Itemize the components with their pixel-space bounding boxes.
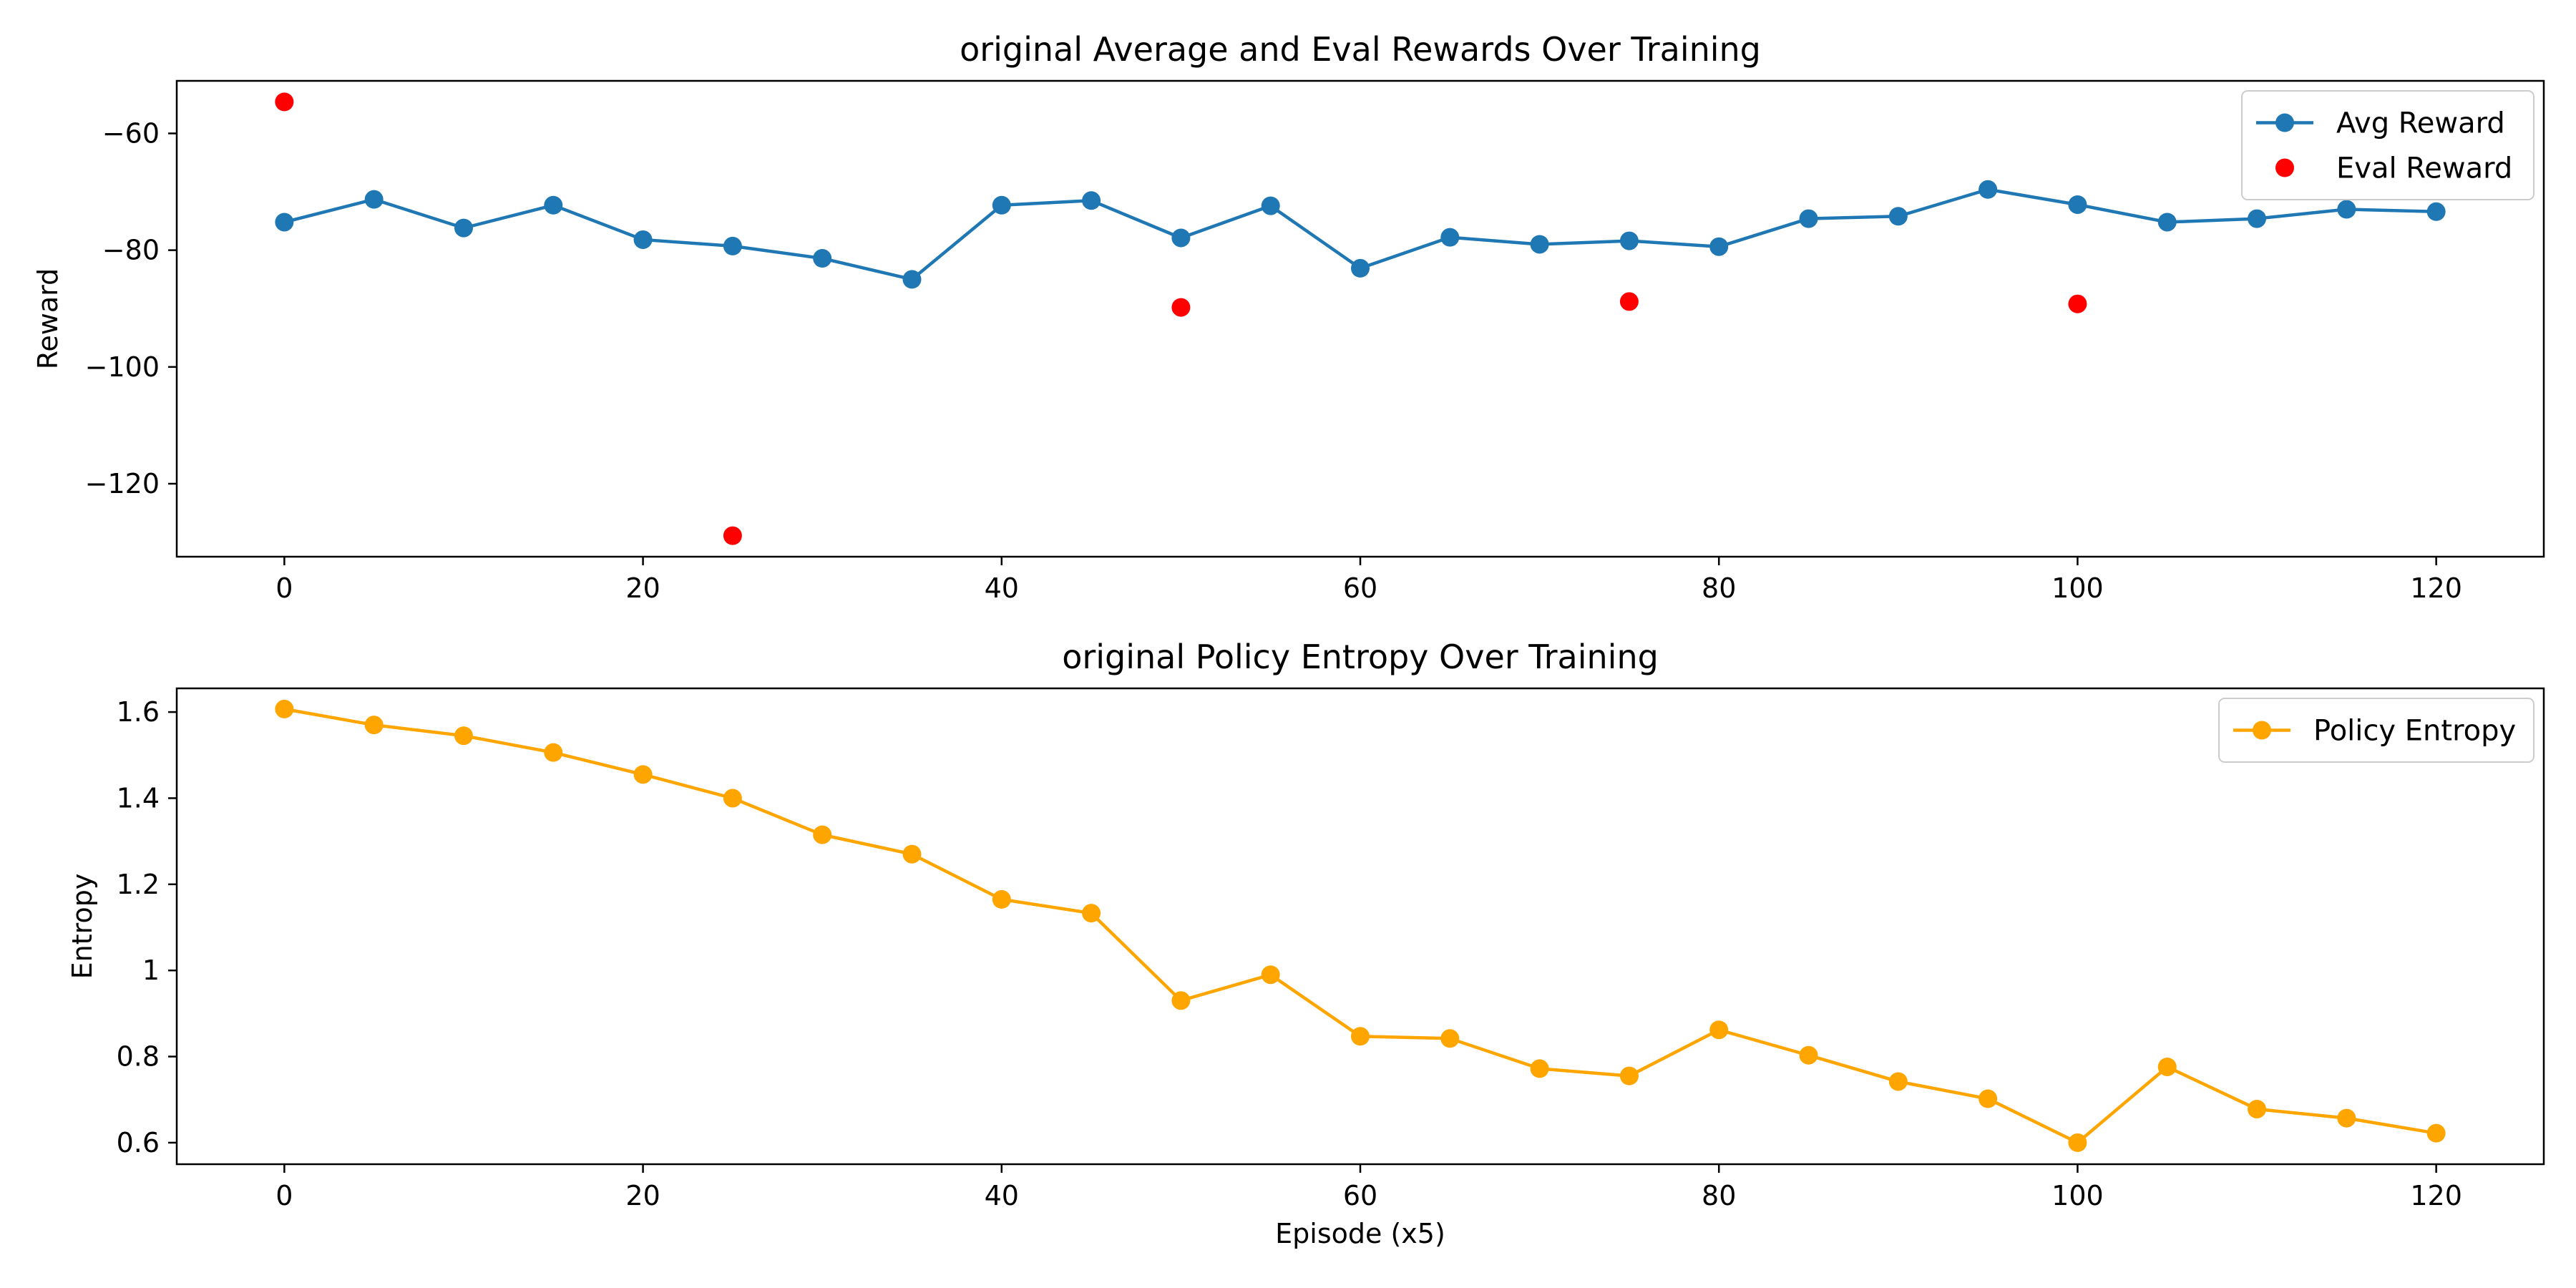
data-point-policy-entropy	[544, 743, 563, 762]
data-point-avg-reward	[364, 190, 384, 209]
legend-label: Avg Reward	[2336, 107, 2505, 140]
x-tick-label: 20	[625, 1180, 660, 1211]
data-point-eval-reward	[1619, 292, 1639, 311]
data-point-avg-reward	[2248, 209, 2267, 228]
y-tick-label: 1.4	[117, 782, 160, 814]
y-axis-label: Entropy	[67, 874, 98, 980]
legend-marker-handle	[2253, 721, 2271, 740]
data-point-policy-entropy	[992, 889, 1011, 909]
data-point-policy-entropy	[2337, 1108, 2356, 1128]
data-point-avg-reward	[992, 195, 1011, 215]
data-point-avg-reward	[633, 230, 653, 249]
x-tick-label: 0	[275, 572, 293, 604]
data-point-policy-entropy	[1530, 1059, 1549, 1078]
data-point-avg-reward	[1799, 209, 1818, 228]
data-point-policy-entropy	[813, 825, 832, 844]
data-point-avg-reward	[1351, 258, 1370, 278]
chart-title: original Policy Entropy Over Training	[1062, 638, 1659, 676]
x-tick-label: 40	[985, 572, 1019, 604]
legend-marker-handle	[2275, 113, 2294, 132]
data-point-avg-reward	[1261, 196, 1280, 215]
x-tick-label: 80	[1702, 1180, 1736, 1211]
x-tick-label: 0	[275, 1180, 293, 1211]
data-point-policy-entropy	[723, 789, 742, 808]
y-axis-label: Reward	[32, 268, 64, 370]
data-point-policy-entropy	[275, 699, 294, 718]
data-point-avg-reward	[723, 236, 742, 255]
data-point-eval-reward	[723, 526, 742, 545]
x-tick-label: 80	[1702, 572, 1736, 604]
data-point-policy-entropy	[1171, 991, 1191, 1010]
y-tick-label: −80	[102, 235, 160, 266]
y-tick-label: −60	[102, 117, 160, 149]
data-point-avg-reward	[275, 213, 294, 232]
data-point-avg-reward	[1082, 191, 1101, 210]
y-tick-label: −100	[85, 351, 160, 383]
data-point-policy-entropy	[1709, 1020, 1729, 1040]
data-point-avg-reward	[2337, 200, 2356, 219]
data-point-policy-entropy	[2068, 1133, 2087, 1152]
legend-marker-handle	[2275, 158, 2294, 177]
data-point-policy-entropy	[454, 726, 473, 746]
data-point-avg-reward	[2068, 195, 2087, 214]
x-axis-label: Episode (x5)	[1275, 1218, 1445, 1249]
data-point-avg-reward	[1171, 228, 1191, 248]
x-tick-label: 40	[985, 1180, 1019, 1211]
y-tick-label: −120	[85, 468, 160, 499]
y-tick-label: 0.6	[117, 1127, 160, 1158]
data-point-avg-reward	[1888, 207, 1908, 226]
data-point-eval-reward	[1171, 298, 1191, 317]
data-point-avg-reward	[544, 195, 563, 215]
y-tick-label: 1.2	[117, 869, 160, 900]
x-tick-label: 120	[2410, 572, 2462, 604]
data-point-eval-reward	[2068, 294, 2087, 313]
legend: Avg Reward Eval Reward	[2241, 90, 2534, 200]
data-point-avg-reward	[902, 270, 922, 289]
data-point-avg-reward	[1440, 228, 1460, 247]
entropy-subplot: original Policy Entropy Over Training 0 20…	[67, 638, 2545, 1249]
legend-box	[2241, 90, 2534, 200]
data-point-policy-entropy	[1888, 1072, 1908, 1091]
data-point-policy-entropy	[1619, 1066, 1639, 1085]
data-point-policy-entropy	[633, 765, 653, 784]
data-point-policy-entropy	[1979, 1089, 1998, 1108]
y-tick-label: 1	[142, 955, 160, 986]
legend: Policy Entropy	[2218, 698, 2534, 763]
data-point-policy-entropy	[1799, 1045, 1818, 1065]
chart-title: original Average and Eval Rewards Over T…	[960, 30, 1761, 69]
x-tick-label: 100	[2051, 572, 2104, 604]
x-tick-label: 100	[2051, 1180, 2104, 1211]
data-point-policy-entropy	[1351, 1027, 1370, 1046]
legend-label: Policy Entropy	[2313, 715, 2516, 748]
data-point-policy-entropy	[364, 716, 384, 735]
x-tick-label: 60	[1343, 1180, 1377, 1211]
x-tick-label: 20	[625, 572, 660, 604]
data-point-policy-entropy	[2426, 1123, 2446, 1143]
data-point-avg-reward	[1619, 231, 1639, 250]
data-point-avg-reward	[454, 218, 473, 238]
data-point-policy-entropy	[2157, 1057, 2177, 1076]
data-point-avg-reward	[2426, 202, 2446, 221]
legend-box	[2218, 698, 2534, 763]
data-point-avg-reward	[1979, 180, 1998, 199]
y-tick-label: 0.8	[117, 1041, 160, 1073]
data-point-avg-reward	[1530, 235, 1549, 254]
data-point-policy-entropy	[902, 844, 922, 864]
data-point-policy-entropy	[1261, 965, 1280, 985]
x-tick-label: 60	[1343, 572, 1377, 604]
data-point-avg-reward	[1709, 237, 1729, 256]
legend-label: Eval Reward	[2336, 152, 2512, 185]
data-point-policy-entropy	[2248, 1099, 2267, 1118]
data-point-policy-entropy	[1440, 1029, 1460, 1048]
y-tick-label: 1.6	[117, 696, 160, 728]
data-point-avg-reward	[813, 249, 832, 268]
data-point-eval-reward	[275, 92, 294, 112]
x-tick-label: 120	[2410, 1180, 2462, 1211]
data-point-policy-entropy	[1082, 904, 1101, 923]
data-point-avg-reward	[2157, 213, 2177, 232]
reward-subplot: original Average and Eval Rewards Over T…	[32, 30, 2545, 604]
